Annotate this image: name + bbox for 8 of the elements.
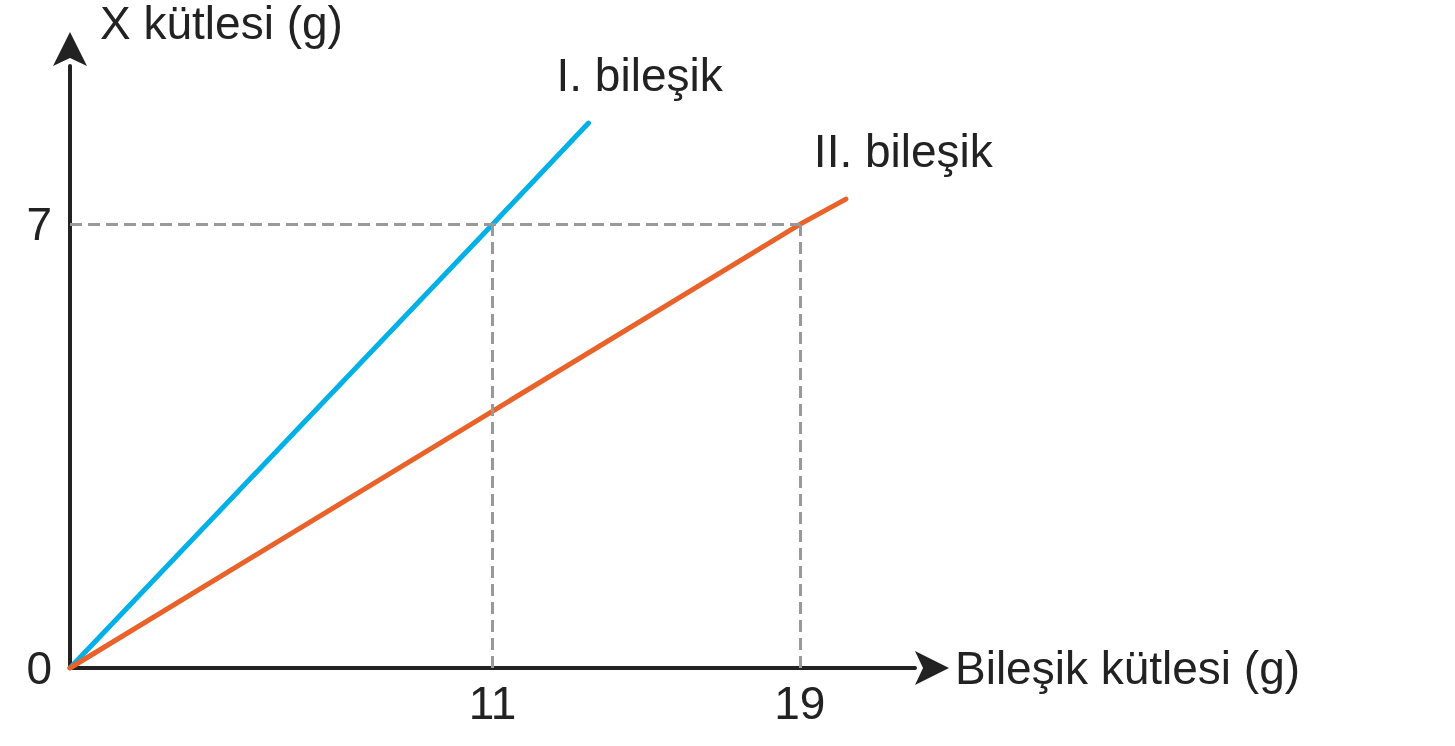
series-label: I. bileşik xyxy=(556,49,724,102)
series-label: II. bileşik xyxy=(813,125,994,178)
x-axis-title: Bileşik kütlesi (g) xyxy=(955,642,1301,694)
x-tick-label: 19 xyxy=(774,677,826,729)
y-axis-title: X kütlesi (g) xyxy=(100,0,343,49)
y-tick-label: 0 xyxy=(26,642,52,694)
x-tick-label: 11 xyxy=(468,677,517,729)
y-tick-label: 7 xyxy=(26,198,52,251)
